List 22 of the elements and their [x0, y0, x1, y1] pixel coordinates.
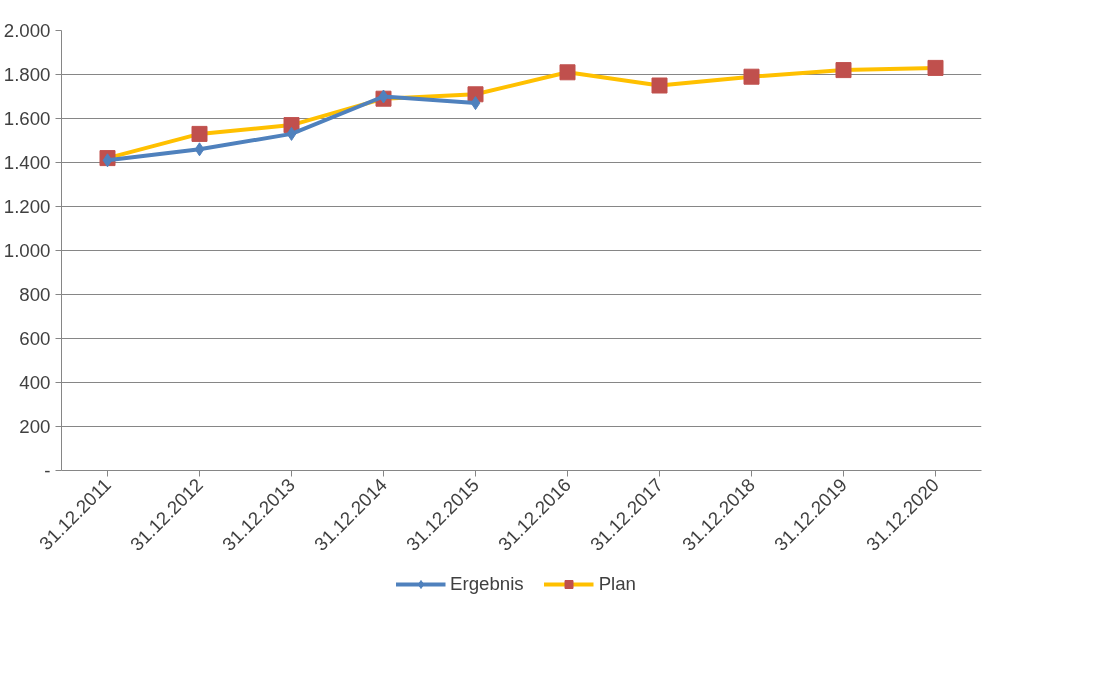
y-tick-label: 1.400 [3, 152, 51, 173]
point [470, 96, 481, 111]
point [191, 125, 208, 142]
y-tick-label: - [44, 460, 51, 481]
y-tick-label: 1.800 [3, 64, 51, 85]
point [927, 59, 944, 76]
y-tick-label: 600 [19, 328, 51, 349]
y-tick-label: 400 [19, 372, 51, 393]
y-tick-label: 800 [19, 284, 51, 305]
y-tick-label: 1.200 [3, 196, 51, 217]
y-tick-label: 200 [19, 416, 51, 437]
point [194, 142, 205, 157]
y-tick-label: 2.000 [3, 20, 51, 41]
legend-label: Plan [598, 573, 636, 595]
point [559, 64, 576, 81]
y-tick-label: 1.000 [3, 240, 51, 261]
y-tick-label: 1.600 [3, 108, 51, 129]
point [286, 126, 297, 141]
legend-label: Ergebnis [450, 573, 524, 595]
point [743, 68, 760, 85]
point [651, 77, 668, 94]
point [835, 62, 852, 79]
